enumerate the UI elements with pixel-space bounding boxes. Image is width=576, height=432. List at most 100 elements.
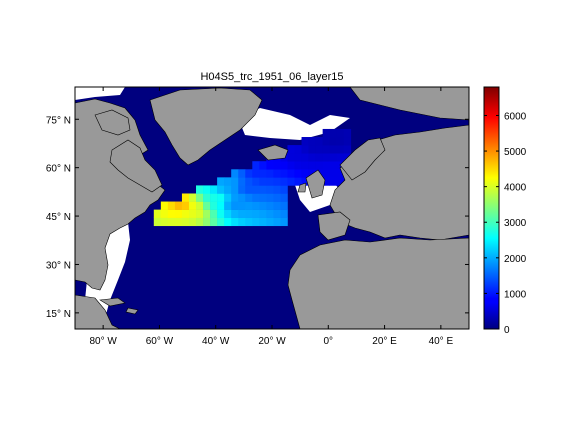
tracer-cell (224, 177, 232, 186)
tracer-cell (308, 169, 316, 178)
tracer-cell (308, 137, 316, 146)
tracer-cell (266, 161, 274, 170)
tracer-cell (153, 209, 162, 218)
tracer-cell (273, 177, 281, 186)
colorbar-tick-label: 4000 (504, 183, 527, 194)
lat-tick-label: 75° N (46, 115, 71, 126)
north-america (75, 98, 166, 291)
lon-tick-label: 60° W (146, 336, 174, 347)
tracer-cell (259, 209, 267, 218)
longitude-ticks: 80° W 60° W 40° W 20° W 0° 20° E 40° E (89, 87, 453, 347)
tracer-cell (174, 217, 183, 227)
lon-tick-label: 40° E (429, 336, 454, 347)
lat-tick-label: 15° N (46, 309, 71, 320)
tracer-cell (308, 161, 316, 170)
tracer-cell (329, 177, 338, 186)
tracer-cell (322, 153, 330, 162)
tracer-cell (301, 169, 309, 178)
tracer-cell (329, 153, 338, 162)
labrador-peninsula (109, 139, 163, 193)
tracer-cell (322, 137, 330, 146)
tracer-cell (294, 161, 302, 170)
tracer-cell (160, 217, 169, 227)
central-america (75, 294, 121, 329)
tracer-cell (231, 177, 239, 186)
tracer-cell (259, 201, 267, 210)
colorbar-tick-label: 5000 (504, 147, 527, 158)
caribbean-islands (99, 297, 139, 315)
tracer-cell (259, 193, 267, 202)
tracer-cell (259, 177, 267, 186)
tracer-cell (252, 161, 260, 170)
tracer-cell (259, 169, 267, 178)
tracer-cell (181, 209, 190, 218)
tracer-cell (315, 161, 323, 170)
tracer-cell (329, 161, 338, 170)
tracer-cell (160, 209, 169, 218)
tracer-cell (329, 137, 338, 146)
tracer-cell (322, 128, 330, 138)
lon-tick-label: 20° W (258, 336, 286, 347)
tracer-cell (308, 145, 316, 154)
tracer-cell (203, 201, 211, 210)
tracer-cell (315, 145, 323, 154)
tracer-cell (203, 209, 211, 218)
tracer-cell (287, 145, 295, 154)
tracer-cell (343, 145, 352, 154)
tracer-cell (287, 153, 295, 162)
tracer-cell (231, 169, 239, 178)
tracer-cell (217, 217, 225, 227)
tracer-cell (238, 209, 246, 218)
tracer-cell (210, 193, 218, 202)
tracer-cell (266, 201, 274, 210)
tracer-cell (336, 137, 345, 146)
scandinavia (339, 137, 386, 181)
tracer-cell (231, 201, 239, 210)
tracer-cell (245, 209, 253, 218)
tracer-cell (301, 177, 309, 186)
colorbar-tick-label: 6000 (504, 111, 527, 122)
tracer-cell (217, 209, 225, 218)
tracer-cell (252, 217, 260, 227)
tracer-cell (167, 201, 176, 210)
tracer-cell (259, 185, 267, 194)
tracer-cell (266, 169, 274, 178)
tracer-cell (273, 217, 281, 227)
tracer-cell (153, 217, 162, 227)
tracer-cell (224, 209, 232, 218)
tracer-cell (273, 209, 281, 218)
tracer-cell (188, 209, 197, 218)
tracer-cell (266, 217, 274, 227)
lon-tick-label: 20° E (372, 336, 397, 347)
tracer-cell (231, 185, 239, 194)
tracer-cell (252, 185, 260, 194)
tracer-cell (188, 201, 197, 210)
tracer-cell (224, 185, 232, 194)
lat-tick-label: 30° N (46, 260, 71, 271)
tracer-cell (266, 193, 274, 202)
tracer-cell (336, 128, 345, 138)
tracer-cell (280, 185, 288, 194)
arctic-islands (94, 109, 131, 136)
land-masses (75, 87, 469, 329)
tracer-cell (280, 177, 288, 186)
tracer-cell (280, 193, 288, 202)
tracer-cell (245, 185, 253, 194)
tracer-cell (280, 209, 288, 218)
tracer-cell (196, 209, 204, 218)
tracer-cell (217, 177, 225, 186)
tracer-cell (196, 201, 204, 210)
lon-tick-label: 40° W (202, 336, 230, 347)
lat-tick-label: 60° N (46, 164, 71, 175)
colorbar-tick-label: 3000 (504, 218, 527, 229)
tracer-cell (196, 185, 204, 194)
tracer-cell (224, 201, 232, 210)
tracer-cell (343, 128, 352, 138)
tracer-cell (287, 161, 295, 170)
tracer-cell (343, 137, 352, 146)
tracer-cell (273, 201, 281, 210)
lat-tick-label: 45° N (46, 212, 71, 223)
lon-tick-label: 0° (324, 336, 334, 347)
tracer-cell (217, 193, 225, 202)
tracer-cell (301, 137, 309, 146)
